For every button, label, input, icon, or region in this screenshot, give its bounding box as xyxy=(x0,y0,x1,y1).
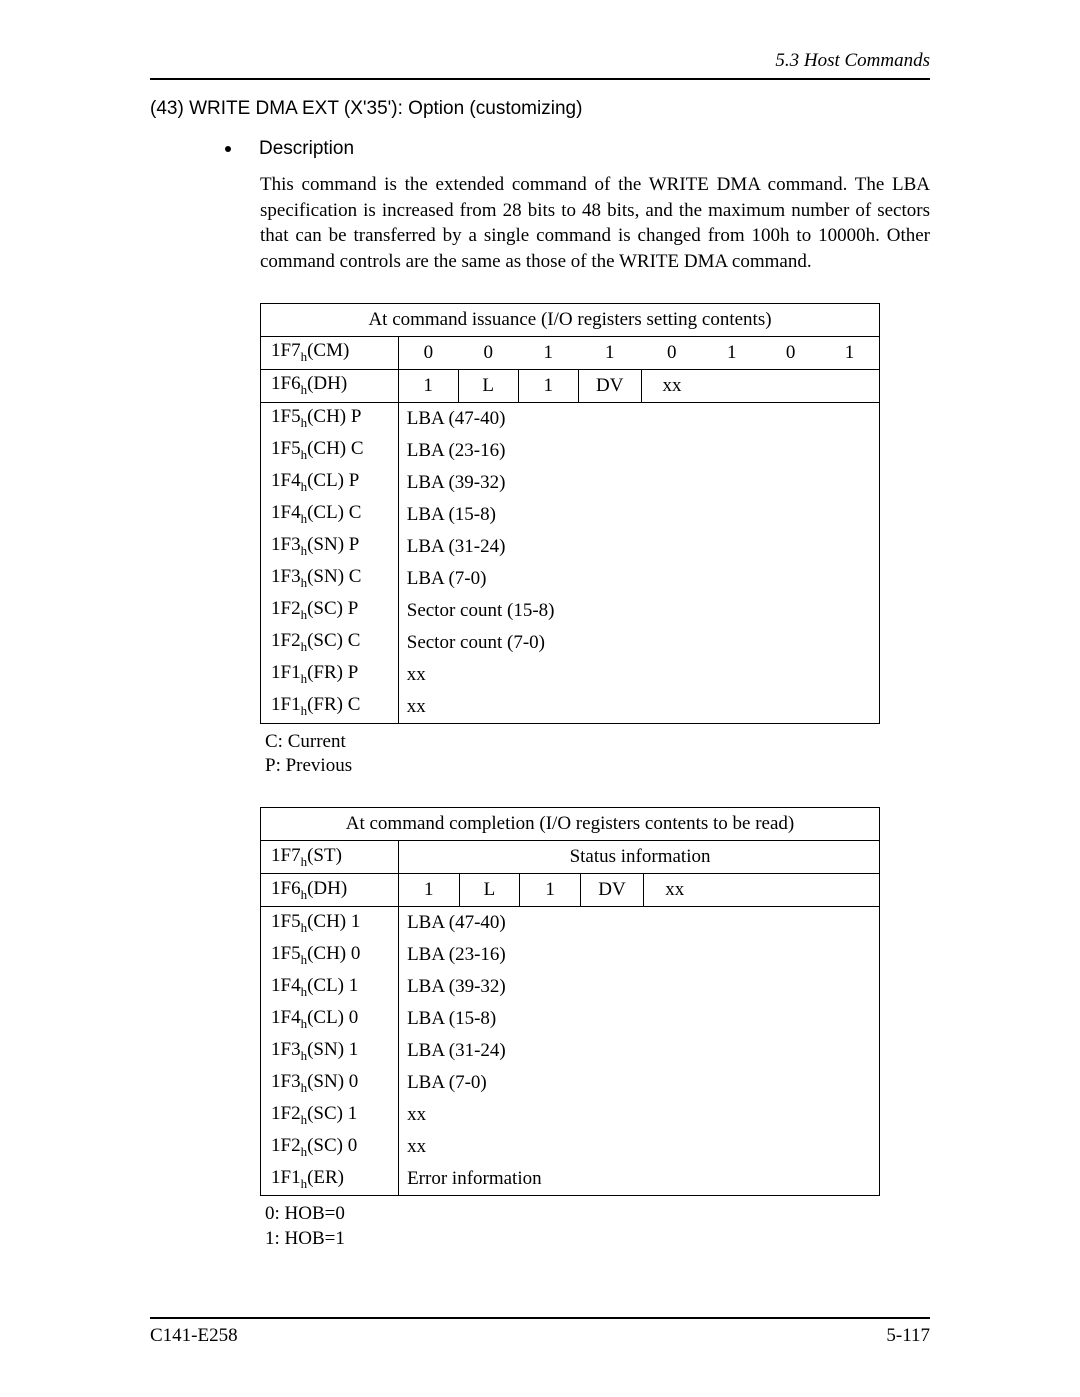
footer-left: C141-E258 xyxy=(150,1325,238,1347)
table-row: 1F3h(SN) 1 LBA (31-24) xyxy=(261,1035,880,1067)
table2-legend: 0: HOB=0 1: HOB=1 xyxy=(265,1202,930,1251)
legend-line: 1: HOB=1 xyxy=(265,1227,930,1252)
bullet-description: Description xyxy=(225,138,930,160)
table-row: 1F4h(CL) 1 LBA (39-32) xyxy=(261,971,880,1003)
legend-line: C: Current xyxy=(265,730,930,755)
table-row: 1F7h(CM) 0 0 1 1 0 1 0 1 xyxy=(261,336,880,369)
table-row: 1F6h(DH) 1 L 1 DV xx xyxy=(261,369,880,402)
table-row: 1F1h(FR) P xx xyxy=(261,659,880,691)
legend-line: 0: HOB=0 xyxy=(265,1202,930,1227)
table2-caption: At command completion (I/O registers con… xyxy=(261,807,880,840)
table-row: 1F4h(CL) P LBA (39-32) xyxy=(261,467,880,499)
table1-legend: C: Current P: Previous xyxy=(265,730,930,779)
table-row: 1F4h(CL) 0 LBA (15-8) xyxy=(261,1003,880,1035)
bullet-icon xyxy=(225,146,231,152)
description-text: This command is the extended command of … xyxy=(260,172,930,275)
table-row: 1F5h(CH) P LBA (47-40) xyxy=(261,402,880,435)
table-row: 1F4h(CL) C LBA (15-8) xyxy=(261,499,880,531)
table-row: 1F5h(CH) C LBA (23-16) xyxy=(261,435,880,467)
page-header: 5.3 Host Commands xyxy=(150,50,930,80)
legend-line: P: Previous xyxy=(265,754,930,779)
table-row: 1F5h(CH) 0 LBA (23-16) xyxy=(261,939,880,971)
issuance-table: At command issuance (I/O registers setti… xyxy=(260,303,880,724)
table-row: 1F3h(SN) P LBA (31-24) xyxy=(261,531,880,563)
table-row: 1F2h(SC) 0 xx xyxy=(261,1131,880,1163)
table-row: 1F7h(ST) Status information xyxy=(261,840,880,873)
table-row: 1F1h(FR) C xx xyxy=(261,691,880,724)
table-row: 1F3h(SN) C LBA (7-0) xyxy=(261,563,880,595)
table-row: 1F2h(SC) P Sector count (15-8) xyxy=(261,595,880,627)
table-row: 1F2h(SC) C Sector count (7-0) xyxy=(261,627,880,659)
table-row: 1F1h(ER) Error information xyxy=(261,1163,880,1196)
table1-caption: At command issuance (I/O registers setti… xyxy=(261,303,880,336)
completion-table: At command completion (I/O registers con… xyxy=(260,807,880,1196)
section-title: (43) WRITE DMA EXT (X'35'): Option (cust… xyxy=(150,98,930,120)
table-row: 1F3h(SN) 0 LBA (7-0) xyxy=(261,1067,880,1099)
bullet-label: Description xyxy=(259,138,354,160)
table-row: 1F6h(DH) 1 L 1 DV xx xyxy=(261,873,880,906)
footer-right: 5-117 xyxy=(886,1325,930,1347)
page-footer: C141-E258 5-117 xyxy=(150,1317,930,1347)
table-row: 1F5h(CH) 1 LBA (47-40) xyxy=(261,906,880,939)
table-row: 1F2h(SC) 1 xx xyxy=(261,1099,880,1131)
